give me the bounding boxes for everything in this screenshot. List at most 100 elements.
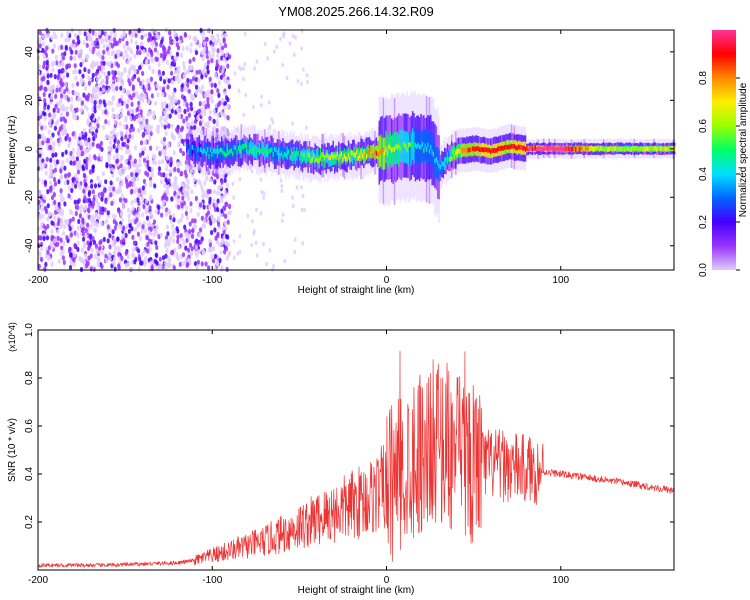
heatmap-cell (622, 146, 624, 152)
heatmap-cell (115, 147, 119, 153)
heatmap-cell (377, 152, 379, 158)
heatmap-cell (487, 147, 489, 153)
heatmap-cell (202, 108, 207, 114)
heatmap-cell (152, 219, 157, 225)
spectrogram-heatmap (36, 27, 676, 273)
heatmap-cell (317, 148, 319, 162)
heatmap-cell (372, 143, 375, 157)
heatmap-cell (534, 145, 537, 151)
heatmap-cell (107, 253, 112, 259)
heatmap-cell (137, 212, 141, 218)
heatmap-cell (65, 220, 69, 226)
heatmap-cell (151, 68, 155, 75)
heatmap-cell (72, 109, 76, 116)
heatmap-cell (132, 162, 136, 168)
heatmap-cell (61, 103, 65, 109)
heatmap-cell (118, 197, 122, 203)
heatmap-cell (124, 158, 128, 165)
heatmap-cell (43, 179, 48, 185)
heatmap-cell (177, 190, 181, 196)
heatmap-cell (223, 43, 228, 49)
heatmap-cell (68, 136, 72, 142)
heatmap-cell (189, 78, 193, 85)
heatmap-cell (179, 127, 183, 133)
heatmap-cell (579, 146, 581, 152)
heatmap-cell (46, 203, 50, 209)
heatmap-cell (98, 179, 102, 185)
heatmap-cell (75, 231, 79, 237)
heatmap-cell (51, 132, 55, 138)
heatmap-cell (48, 112, 52, 118)
heatmap-cell (208, 54, 212, 60)
heatmap-cell (126, 144, 130, 150)
heatmap-cell (254, 240, 258, 245)
heatmap-cell (212, 147, 215, 153)
heatmap-cell (112, 213, 116, 219)
heatmap-cell (190, 106, 194, 112)
heatmap-cell (108, 163, 112, 169)
heatmap-cell (490, 149, 492, 155)
heatmap-cell (76, 164, 80, 170)
heatmap-cell (194, 244, 199, 251)
heatmap-cell (120, 136, 124, 142)
heatmap-cell (217, 216, 221, 222)
heatmap-cell (225, 255, 229, 261)
heatmap-cell (76, 35, 80, 41)
heatmap-cell (179, 107, 183, 113)
heatmap-cell (176, 198, 180, 204)
heatmap-cell (87, 197, 91, 203)
heatmap-cell (418, 144, 421, 150)
heatmap-cell (69, 232, 73, 238)
heatmap-cell (85, 106, 89, 112)
heatmap-cell (152, 232, 156, 238)
heatmap-cell (190, 233, 195, 239)
heatmap-cell (74, 204, 78, 210)
heatmap-cell (180, 87, 184, 93)
x-tick-label: 100 (552, 275, 569, 286)
heatmap-cell (227, 150, 230, 156)
heatmap-cell (159, 115, 164, 121)
heatmap-cell (589, 146, 591, 151)
heatmap-cell (192, 56, 196, 62)
heatmap-cell (225, 142, 227, 156)
heatmap-cell (72, 160, 76, 166)
heatmap-cell (118, 98, 122, 104)
heatmap-cell (150, 28, 154, 34)
heatmap-cell (71, 177, 75, 183)
heatmap-cell (122, 225, 126, 231)
heatmap-cell (61, 151, 65, 157)
heatmap-cell (570, 146, 573, 152)
heatmap-cell (122, 237, 126, 243)
heatmap-cell (149, 76, 153, 82)
heatmap-cell (562, 146, 564, 152)
heatmap-cell (76, 199, 80, 205)
heatmap-cell (181, 261, 185, 267)
heatmap-cell (215, 147, 217, 161)
heatmap-cell (198, 121, 203, 127)
heatmap-cell (148, 47, 152, 53)
heatmap-cell (222, 98, 226, 103)
heatmap-cell (200, 111, 204, 117)
heatmap-cell (212, 202, 216, 208)
heatmap-cell (229, 149, 231, 154)
heatmap-cell (78, 69, 82, 75)
heatmap-cell (132, 177, 136, 183)
heatmap-cell (437, 160, 439, 166)
heatmap-cell (300, 151, 302, 157)
heatmap-cell (428, 148, 431, 154)
heatmap-cell (89, 115, 93, 121)
heatmap-cell (76, 240, 80, 246)
heatmap-cell (175, 226, 179, 232)
heatmap-cell (41, 140, 45, 146)
heatmap-cell (247, 140, 249, 154)
heatmap-cell (126, 261, 130, 268)
heatmap-cell (501, 145, 503, 151)
heatmap-cell (648, 145, 651, 151)
heatmap-cell (453, 154, 456, 160)
heatmap-cell (331, 152, 333, 157)
heatmap-cell (73, 63, 77, 69)
heatmap-cell (148, 65, 152, 71)
heatmap-cell (50, 220, 54, 226)
heatmap-cell (538, 146, 541, 151)
heatmap-cell (95, 143, 99, 149)
